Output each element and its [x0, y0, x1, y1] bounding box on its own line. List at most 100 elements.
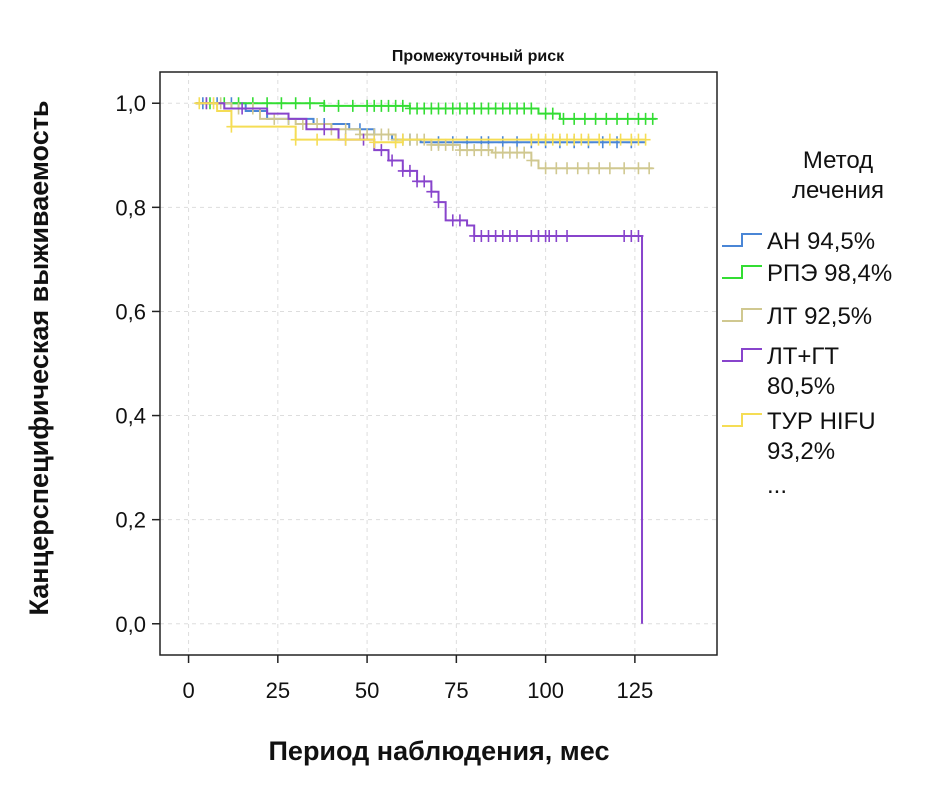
censor-mark: [319, 99, 330, 112]
plot-frame: [159, 71, 718, 656]
legend-swatch: [722, 413, 762, 427]
survival-curve: [195, 102, 644, 624]
censor-mark: [419, 175, 430, 188]
censor-mark: [551, 162, 562, 175]
legend-label: АН 94,5%: [767, 228, 875, 255]
censor-mark: [594, 162, 605, 175]
censor-mark: [237, 102, 248, 115]
series-4: [195, 97, 644, 624]
x-tick-label: 75: [444, 678, 468, 703]
censor-mark: [290, 133, 301, 146]
censor-mark: [262, 97, 273, 110]
chart-title: Промежуточный риск: [392, 48, 565, 65]
censor-mark: [590, 112, 601, 125]
censor-mark: [226, 120, 237, 133]
censor-mark: [526, 154, 537, 167]
censor-mark: [369, 136, 380, 149]
censor-mark: [551, 229, 562, 242]
censor-mark: [644, 162, 655, 175]
legend: Метод лечения АН 94,5% РПЭ 98,4% ЛТ 92,5% ЛТ+…: [722, 147, 892, 499]
censor-mark: [404, 164, 415, 177]
censor-mark: [319, 123, 330, 136]
censor-mark: [558, 112, 569, 125]
censor-mark: [583, 133, 594, 146]
survival-curves: [194, 97, 658, 624]
censor-mark: [383, 128, 394, 141]
censor-mark: [619, 162, 630, 175]
censor-mark: [483, 144, 494, 157]
censor-mark: [387, 154, 398, 167]
censor-mark: [604, 133, 615, 146]
censor-mark: [569, 112, 580, 125]
censor-mark: [454, 214, 465, 227]
grid: [160, 72, 717, 655]
censor-mark: [447, 138, 458, 151]
censor-mark: [512, 229, 523, 242]
legend-item-3: ЛТ 92,5%: [722, 303, 872, 330]
censor-mark: [347, 99, 358, 112]
x-tick-label: 50: [355, 678, 379, 703]
axes: 0 25 50 75 100 125 0,0 0,2 0,4 0,6 0,8 1,0: [115, 91, 653, 703]
y-tick-label: 0,6: [115, 299, 146, 324]
series-5: [194, 97, 651, 149]
censor-mark: [601, 112, 612, 125]
censor-mark: [340, 133, 351, 146]
legend-item-1: АН 94,5%: [722, 228, 875, 255]
censor-mark: [276, 97, 287, 110]
censor-mark: [312, 118, 323, 131]
censor-mark: [512, 136, 523, 149]
censor-mark: [579, 112, 590, 125]
censor-mark: [526, 102, 537, 115]
legend-item-2: РПЭ 98,4%: [722, 260, 892, 287]
legend-label: ЛТ+ГТ 80,5%: [767, 343, 839, 400]
y-tick-label: 1,0: [115, 91, 146, 116]
censor-mark: [194, 97, 205, 110]
legend-swatch: [722, 348, 762, 362]
censor-mark: [340, 123, 351, 136]
x-tick-label: 125: [617, 678, 654, 703]
censor-mark: [397, 99, 408, 112]
censor-mark: [290, 97, 301, 110]
legend-title: Метод лечения: [792, 147, 884, 204]
censor-mark: [604, 162, 615, 175]
legend-label: ТУР HIFU 93,2%: [767, 408, 876, 465]
y-axis-title: Канцерспецифическая выживаемость: [24, 100, 54, 615]
y-tick-label: 0,2: [115, 508, 146, 533]
censor-mark: [208, 97, 219, 110]
x-tick-label: 25: [266, 678, 290, 703]
censor-mark: [376, 144, 387, 157]
censor-mark: [390, 136, 401, 149]
y-tick-label: 0,8: [115, 195, 146, 220]
censor-mark: [562, 229, 573, 242]
censor-mark: [497, 136, 508, 149]
censor-mark: [433, 196, 444, 209]
x-tick-label: 100: [527, 678, 564, 703]
y-tick-label: 0,0: [115, 612, 146, 637]
censor-mark: [594, 133, 605, 146]
censor-mark: [583, 162, 594, 175]
censor-mark: [333, 99, 344, 112]
legend-item-5: ТУР HIFU 93,2%: [722, 408, 876, 465]
censor-mark: [640, 133, 651, 146]
censor-mark: [612, 112, 623, 125]
censor-mark: [615, 133, 626, 146]
censor-mark: [633, 229, 644, 242]
legend-item-4: ЛТ+ГТ 80,5%: [722, 343, 839, 400]
censor-mark: [304, 97, 315, 110]
censor-mark: [519, 146, 530, 159]
censor-mark: [269, 112, 280, 125]
legend-more: ...: [767, 472, 787, 499]
censor-mark: [312, 133, 323, 146]
censor-mark: [647, 112, 658, 125]
series-2: [195, 97, 658, 125]
legend-label: РПЭ 98,4%: [767, 260, 892, 287]
x-tick-label: 0: [182, 678, 194, 703]
legend-swatch: [722, 233, 762, 247]
censor-mark: [572, 162, 583, 175]
censor-mark: [622, 112, 633, 125]
y-tick-label: 0,4: [115, 404, 146, 429]
legend-swatch: [722, 265, 762, 279]
censor-mark: [426, 185, 437, 198]
censor-mark: [397, 133, 408, 146]
